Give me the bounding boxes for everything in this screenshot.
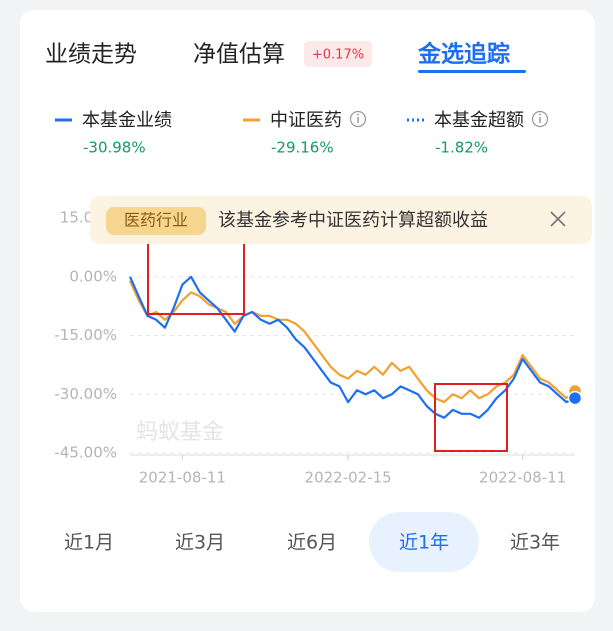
- card: [20, 10, 595, 612]
- highlight-box: [434, 383, 508, 452]
- estimate-badge: +0.17%: [312, 48, 364, 63]
- period-selected-bg: [369, 512, 479, 572]
- y-tick-label: 0.00%: [69, 267, 117, 285]
- tab[interactable]: 金选追踪: [417, 41, 510, 68]
- end-dot: [567, 390, 583, 406]
- banner-tag: 医药行业: [124, 211, 188, 230]
- tab[interactable]: 净值估算: [193, 42, 285, 68]
- legend-value: -30.98%: [83, 139, 146, 157]
- series-line: [128, 275, 576, 419]
- y-tick-label: -45.00%: [54, 444, 117, 462]
- banner-tag-bg: [106, 207, 206, 235]
- period-tab[interactable]: 近3年: [510, 532, 560, 554]
- period-tab[interactable]: 近1年: [399, 532, 449, 554]
- info-icon-dot: [357, 113, 359, 116]
- legend-value: -1.82%: [435, 139, 488, 157]
- y-tick-label: -30.00%: [54, 385, 117, 403]
- info-icon[interactable]: [349, 110, 367, 128]
- info-icon[interactable]: [531, 110, 549, 128]
- legend-name: 本基金业绩: [82, 110, 172, 131]
- period-tab[interactable]: 近1月: [64, 532, 114, 554]
- period-tab[interactable]: 近6月: [287, 532, 337, 554]
- legend-value: -29.16%: [271, 139, 334, 157]
- banner: [90, 196, 592, 244]
- banner-close[interactable]: [550, 211, 566, 227]
- period-tab[interactable]: 近3月: [175, 532, 225, 554]
- badge-bg: [304, 41, 372, 67]
- y-tick-label: -15.00%: [54, 326, 117, 344]
- banner-text: 该基金参考中证医药计算超额收益: [218, 210, 488, 231]
- tab-underline: [418, 70, 526, 73]
- legend-name: 中证医药: [270, 110, 342, 131]
- info-icon-dot: [539, 113, 541, 116]
- x-tick-label: 2021-08-11: [139, 469, 226, 487]
- x-tick-label: 2022-08-11: [479, 469, 566, 487]
- tab[interactable]: 业绩走势: [45, 42, 137, 68]
- legend-name: 本基金超额: [434, 110, 524, 131]
- watermark: 蚂蚁基金: [136, 420, 224, 445]
- x-tick-label: 2022-02-15: [305, 469, 392, 487]
